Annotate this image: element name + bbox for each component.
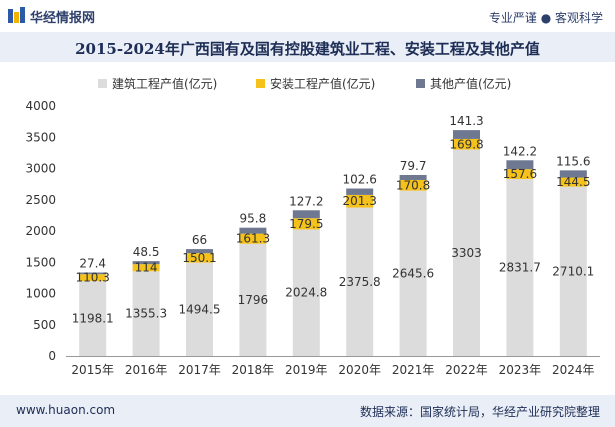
data-label: 1494.5 [179, 302, 221, 316]
legend-item-installation: 安装工程产值(亿元) [256, 75, 375, 92]
y-tick-label: 1000 [25, 287, 56, 301]
bar-segment [239, 227, 267, 234]
data-label: 66 [192, 233, 207, 247]
bar-segment [346, 207, 374, 356]
bar-segment [559, 186, 587, 356]
y-tick-label: 500 [33, 318, 56, 332]
bar-segment [186, 253, 213, 263]
data-label: 170.8 [396, 178, 430, 192]
data-label: 48.5 [133, 245, 160, 259]
data-label: 2710.1 [552, 264, 594, 278]
x-tick-label: 2021年 [392, 363, 435, 377]
bar-segment [346, 194, 374, 208]
data-label: 150.1 [182, 251, 216, 265]
x-tick-label: 2017年 [178, 363, 221, 377]
bar-segment [453, 130, 480, 139]
bar-segment [506, 169, 534, 180]
bar-segment [559, 177, 587, 187]
data-label: 161.3 [236, 232, 270, 246]
data-label: 2375.8 [339, 275, 381, 289]
y-tick-label: 2500 [25, 193, 56, 207]
chart-title: 2015-2024年广西国有及国有控股建筑业工程、安装工程及其他产值 [75, 40, 540, 58]
bar-segment [132, 261, 160, 265]
data-label: 79.7 [400, 159, 427, 173]
legend-swatch-installation [256, 79, 265, 88]
legend-swatch-construction [98, 79, 107, 88]
y-tick-label: 1500 [25, 255, 56, 269]
footer-bar [0, 395, 615, 427]
legend-label-construction: 建筑工程产值(亿元) [112, 77, 218, 91]
data-label: 27.4 [79, 257, 106, 271]
data-label: 1355.3 [125, 307, 167, 321]
footer-source: 数据来源：国家统计局，华经产业研究院整理 [359, 405, 600, 419]
y-tick-label: 3500 [25, 130, 56, 144]
bar-segment [506, 179, 534, 356]
bar-segment [399, 190, 427, 356]
data-label: 2831.7 [499, 261, 541, 275]
bar-segment [292, 229, 320, 356]
data-label: 3303 [451, 246, 482, 260]
data-label: 169.8 [449, 137, 483, 151]
data-label: 102.6 [343, 173, 377, 187]
x-tick-label: 2019年 [285, 363, 328, 377]
stacked-bar-chart: 0 500 1000 1500 2000 2500 3000 3500 4000 1198.1 11… [25, 99, 600, 377]
legend-item-construction: 建筑工程产值(亿元) [98, 75, 217, 92]
data-label: 115.6 [556, 154, 590, 168]
legend-label-other: 其他产值(亿元) [430, 77, 512, 91]
bar-segment [132, 264, 160, 272]
bar-segment [239, 233, 267, 244]
x-tick-label: 2023年 [499, 363, 542, 377]
bar-segment [132, 271, 160, 356]
data-label: 1796 [238, 293, 269, 307]
legend-item-other: 其他产值(亿元) [416, 75, 511, 92]
data-label: 2024.8 [285, 286, 327, 300]
bar-segment [79, 272, 107, 275]
bar-segment [346, 188, 374, 195]
top-bar: 华经情报网 专业严谨 ● 客观科学 [0, 0, 615, 32]
y-tick-label: 2000 [25, 224, 56, 238]
y-tick-label: 3000 [25, 162, 56, 176]
chart-legend: 建筑工程产值(亿元) 安装工程产值(亿元) 其他产值(亿元) [0, 75, 615, 93]
bar-segment [399, 179, 427, 191]
data-label: 157.6 [503, 167, 537, 181]
data-label: 114 [135, 261, 158, 275]
bar-segment [559, 170, 587, 178]
tagline: 专业严谨 ● 客观科学 [488, 11, 603, 25]
bar-segment [506, 160, 534, 170]
bar-segment [79, 274, 107, 282]
data-label: 144.5 [556, 175, 590, 189]
x-tick-label: 2022年 [445, 363, 488, 377]
data-label: 2645.6 [392, 266, 434, 280]
data-label: 1198.1 [72, 312, 114, 326]
brand-logo-icon [8, 7, 25, 23]
bar-segment [79, 281, 107, 356]
x-tick-label: 2024年 [552, 363, 595, 377]
data-label: 110.3 [76, 271, 110, 285]
x-tick-label: 2020年 [338, 363, 381, 377]
brand-name: 华经情报网 [30, 11, 96, 26]
footer-url[interactable]: www.huaon.com [16, 403, 116, 417]
legend-swatch-other [416, 79, 425, 88]
y-tick-label: 4000 [25, 99, 56, 113]
bar-segment [453, 149, 480, 356]
data-label: 141.3 [449, 114, 483, 128]
bar-segment [239, 243, 267, 356]
x-tick-label: 2016年 [125, 363, 168, 377]
bar-segment [186, 262, 213, 356]
bar-segment [292, 210, 320, 219]
data-label: 127.2 [289, 194, 323, 208]
x-tick-label: 2018年 [232, 363, 275, 377]
bar-segment [292, 218, 320, 230]
bar-segment [399, 174, 427, 180]
data-label: 142.2 [503, 144, 537, 158]
data-label: 179.5 [289, 217, 323, 231]
data-label: 201.3 [343, 194, 377, 208]
data-label: 95.8 [240, 212, 267, 226]
bar-segment [453, 138, 480, 150]
x-tick-label: 2015年 [71, 363, 114, 377]
legend-label-installation: 安装工程产值(亿元) [270, 77, 376, 91]
title-bar [0, 32, 615, 62]
bar-segment [186, 249, 213, 254]
y-tick-label: 0 [48, 349, 56, 363]
